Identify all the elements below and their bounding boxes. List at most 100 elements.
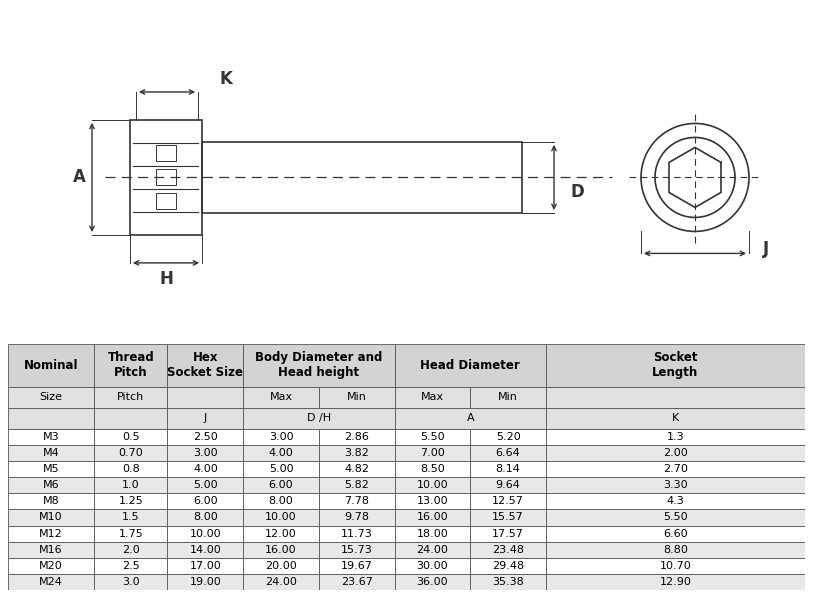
Text: 17.57: 17.57 bbox=[492, 528, 524, 538]
Text: 29.48: 29.48 bbox=[492, 561, 524, 571]
Text: 17.00: 17.00 bbox=[189, 561, 221, 571]
Bar bbox=[8, 477, 94, 493]
Bar bbox=[243, 509, 319, 525]
Bar bbox=[167, 461, 243, 477]
Text: 9.78: 9.78 bbox=[344, 512, 369, 522]
Bar bbox=[8, 429, 94, 445]
Bar bbox=[156, 193, 176, 209]
Bar bbox=[470, 509, 546, 525]
Text: M3: M3 bbox=[43, 432, 59, 442]
Bar bbox=[167, 408, 243, 429]
Text: 16.00: 16.00 bbox=[265, 545, 297, 554]
Text: 3.00: 3.00 bbox=[193, 448, 218, 458]
Bar bbox=[167, 344, 243, 387]
Bar bbox=[243, 541, 319, 558]
Text: Socket
Length: Socket Length bbox=[652, 352, 698, 380]
Bar bbox=[8, 525, 94, 541]
Text: 1.5: 1.5 bbox=[122, 512, 140, 522]
Text: A: A bbox=[72, 168, 85, 186]
Text: J: J bbox=[763, 240, 769, 259]
Bar bbox=[130, 120, 202, 235]
Bar bbox=[167, 445, 243, 461]
Text: 1.0: 1.0 bbox=[122, 480, 140, 490]
Bar bbox=[167, 429, 243, 445]
Bar bbox=[243, 445, 319, 461]
Bar bbox=[546, 509, 805, 525]
Bar bbox=[167, 493, 243, 509]
Text: 9.64: 9.64 bbox=[496, 480, 520, 490]
Text: D /H: D /H bbox=[307, 413, 331, 423]
Bar bbox=[94, 344, 167, 387]
Text: 4.00: 4.00 bbox=[193, 464, 218, 474]
Bar bbox=[394, 387, 470, 408]
Bar bbox=[319, 574, 394, 590]
Bar bbox=[94, 541, 167, 558]
Text: 11.73: 11.73 bbox=[341, 528, 372, 538]
Text: 5.20: 5.20 bbox=[496, 432, 520, 442]
Text: 20.00: 20.00 bbox=[265, 561, 297, 571]
Text: 10.70: 10.70 bbox=[659, 561, 691, 571]
Text: 7.78: 7.78 bbox=[344, 496, 369, 506]
Text: J: J bbox=[204, 413, 207, 423]
Bar bbox=[243, 525, 319, 541]
Text: 19.67: 19.67 bbox=[341, 561, 372, 571]
Text: 30.00: 30.00 bbox=[416, 561, 448, 571]
Text: 3.82: 3.82 bbox=[344, 448, 369, 458]
Bar bbox=[470, 558, 546, 574]
Bar bbox=[319, 509, 394, 525]
Text: D: D bbox=[570, 183, 584, 202]
Text: 2.86: 2.86 bbox=[344, 432, 369, 442]
Text: 8.00: 8.00 bbox=[193, 512, 218, 522]
Bar bbox=[94, 445, 167, 461]
Text: 1.3: 1.3 bbox=[667, 432, 685, 442]
Text: Pitch: Pitch bbox=[117, 393, 145, 403]
Bar bbox=[94, 525, 167, 541]
Bar bbox=[394, 429, 470, 445]
Bar bbox=[319, 541, 394, 558]
Bar bbox=[94, 509, 167, 525]
Text: 2.00: 2.00 bbox=[663, 448, 688, 458]
Bar bbox=[546, 477, 805, 493]
Text: 8.14: 8.14 bbox=[496, 464, 520, 474]
Bar bbox=[470, 461, 546, 477]
Bar bbox=[167, 477, 243, 493]
Text: Thread
Pitch: Thread Pitch bbox=[107, 352, 154, 380]
Bar bbox=[243, 344, 394, 387]
Bar bbox=[94, 477, 167, 493]
Bar bbox=[319, 461, 394, 477]
Bar bbox=[8, 408, 94, 429]
Text: 8.00: 8.00 bbox=[268, 496, 293, 506]
Bar bbox=[394, 541, 470, 558]
Bar bbox=[94, 574, 167, 590]
Text: M6: M6 bbox=[43, 480, 59, 490]
Text: 12.57: 12.57 bbox=[492, 496, 524, 506]
Text: 2.50: 2.50 bbox=[193, 432, 218, 442]
Text: 35.38: 35.38 bbox=[492, 577, 524, 587]
Bar bbox=[319, 493, 394, 509]
Bar bbox=[243, 461, 319, 477]
Text: 3.0: 3.0 bbox=[122, 577, 140, 587]
Bar bbox=[546, 461, 805, 477]
Bar bbox=[243, 574, 319, 590]
Bar bbox=[94, 408, 167, 429]
Bar bbox=[319, 445, 394, 461]
Text: M16: M16 bbox=[39, 545, 63, 554]
Bar bbox=[546, 387, 805, 408]
Text: Size: Size bbox=[40, 393, 63, 403]
Bar bbox=[202, 142, 522, 213]
Text: 2.70: 2.70 bbox=[663, 464, 688, 474]
Text: 6.00: 6.00 bbox=[193, 496, 218, 506]
Text: 10.00: 10.00 bbox=[189, 528, 221, 538]
Text: 2.0: 2.0 bbox=[122, 545, 140, 554]
Text: 5.00: 5.00 bbox=[193, 480, 218, 490]
Text: 4.82: 4.82 bbox=[344, 464, 369, 474]
Bar bbox=[243, 558, 319, 574]
Text: 5.00: 5.00 bbox=[269, 464, 293, 474]
Bar bbox=[546, 574, 805, 590]
Text: 4.3: 4.3 bbox=[667, 496, 685, 506]
Bar bbox=[167, 509, 243, 525]
Bar bbox=[394, 574, 470, 590]
Text: 12.90: 12.90 bbox=[659, 577, 691, 587]
Bar bbox=[546, 493, 805, 509]
Text: 1.75: 1.75 bbox=[119, 528, 143, 538]
